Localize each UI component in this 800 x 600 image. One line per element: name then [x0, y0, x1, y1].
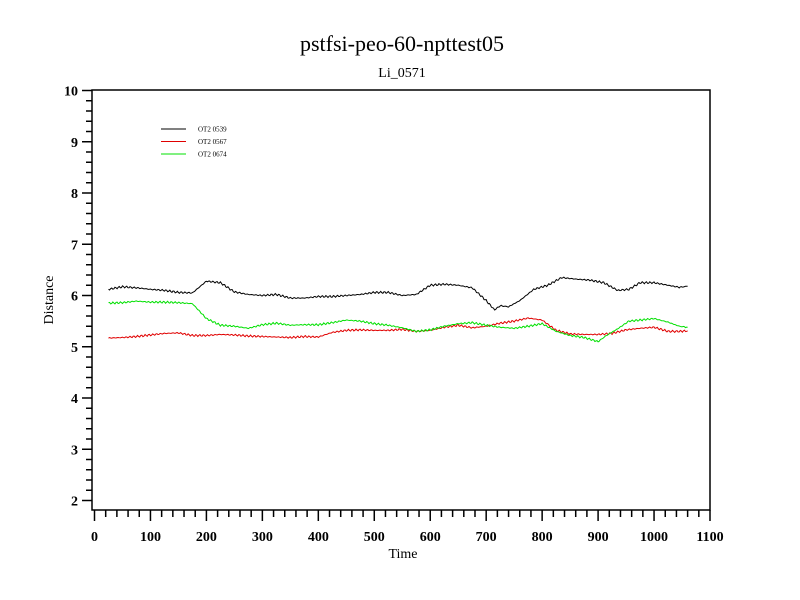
x-tick-label: 700	[476, 530, 497, 545]
y-tick-label: 9	[71, 136, 78, 151]
y-tick-label: 3	[71, 443, 78, 458]
chart-subtitle: Li_0571	[378, 66, 425, 81]
series-line-ot2-0567	[108, 317, 688, 339]
x-tick-label: 800	[532, 530, 553, 545]
series-line-ot2-0674	[108, 300, 688, 343]
legend-label-ot2-0567: OT2 0567	[198, 138, 227, 146]
y-tick-label: 8	[71, 187, 78, 202]
x-tick-label: 1100	[696, 530, 723, 545]
legend-label-ot2-0674: OT2 0674	[198, 151, 227, 159]
y-tick-label: 7	[71, 238, 78, 253]
chart-title: pstfsi-peo-60-npttest05	[300, 31, 504, 56]
legend: OT2 0539 OT2 0567 OT2 0674	[161, 126, 227, 159]
x-tick-label: 500	[364, 530, 385, 545]
y-axis: 2 3 4 5 6 7 8 9 10	[64, 85, 92, 510]
x-axis-title: Time	[388, 547, 417, 562]
x-tick-label: 900	[588, 530, 609, 545]
x-tick-label: 200	[196, 530, 217, 545]
series-line-ot2-0539	[108, 276, 688, 311]
series-layer	[108, 276, 688, 343]
x-tick-label: 400	[308, 530, 329, 545]
x-axis: 0 100 200 300 400 500 600 700 800 900 1000 1100	[91, 510, 724, 545]
x-tick-label: 1000	[640, 530, 668, 545]
y-tick-label: 2	[71, 495, 78, 510]
y-tick-label: 10	[64, 85, 78, 100]
y-tick-label: 6	[71, 290, 78, 305]
y-tick-label: 4	[71, 392, 78, 407]
x-tick-label: 300	[252, 530, 273, 545]
y-axis-title: Distance	[42, 276, 57, 325]
x-tick-label: 600	[420, 530, 441, 545]
x-tick-label: 0	[91, 530, 98, 545]
y-tick-label: 5	[71, 341, 78, 356]
x-tick-label: 100	[140, 530, 161, 545]
plot-area-frame	[91, 89, 711, 511]
legend-label-ot2-0539: OT2 0539	[198, 126, 227, 134]
